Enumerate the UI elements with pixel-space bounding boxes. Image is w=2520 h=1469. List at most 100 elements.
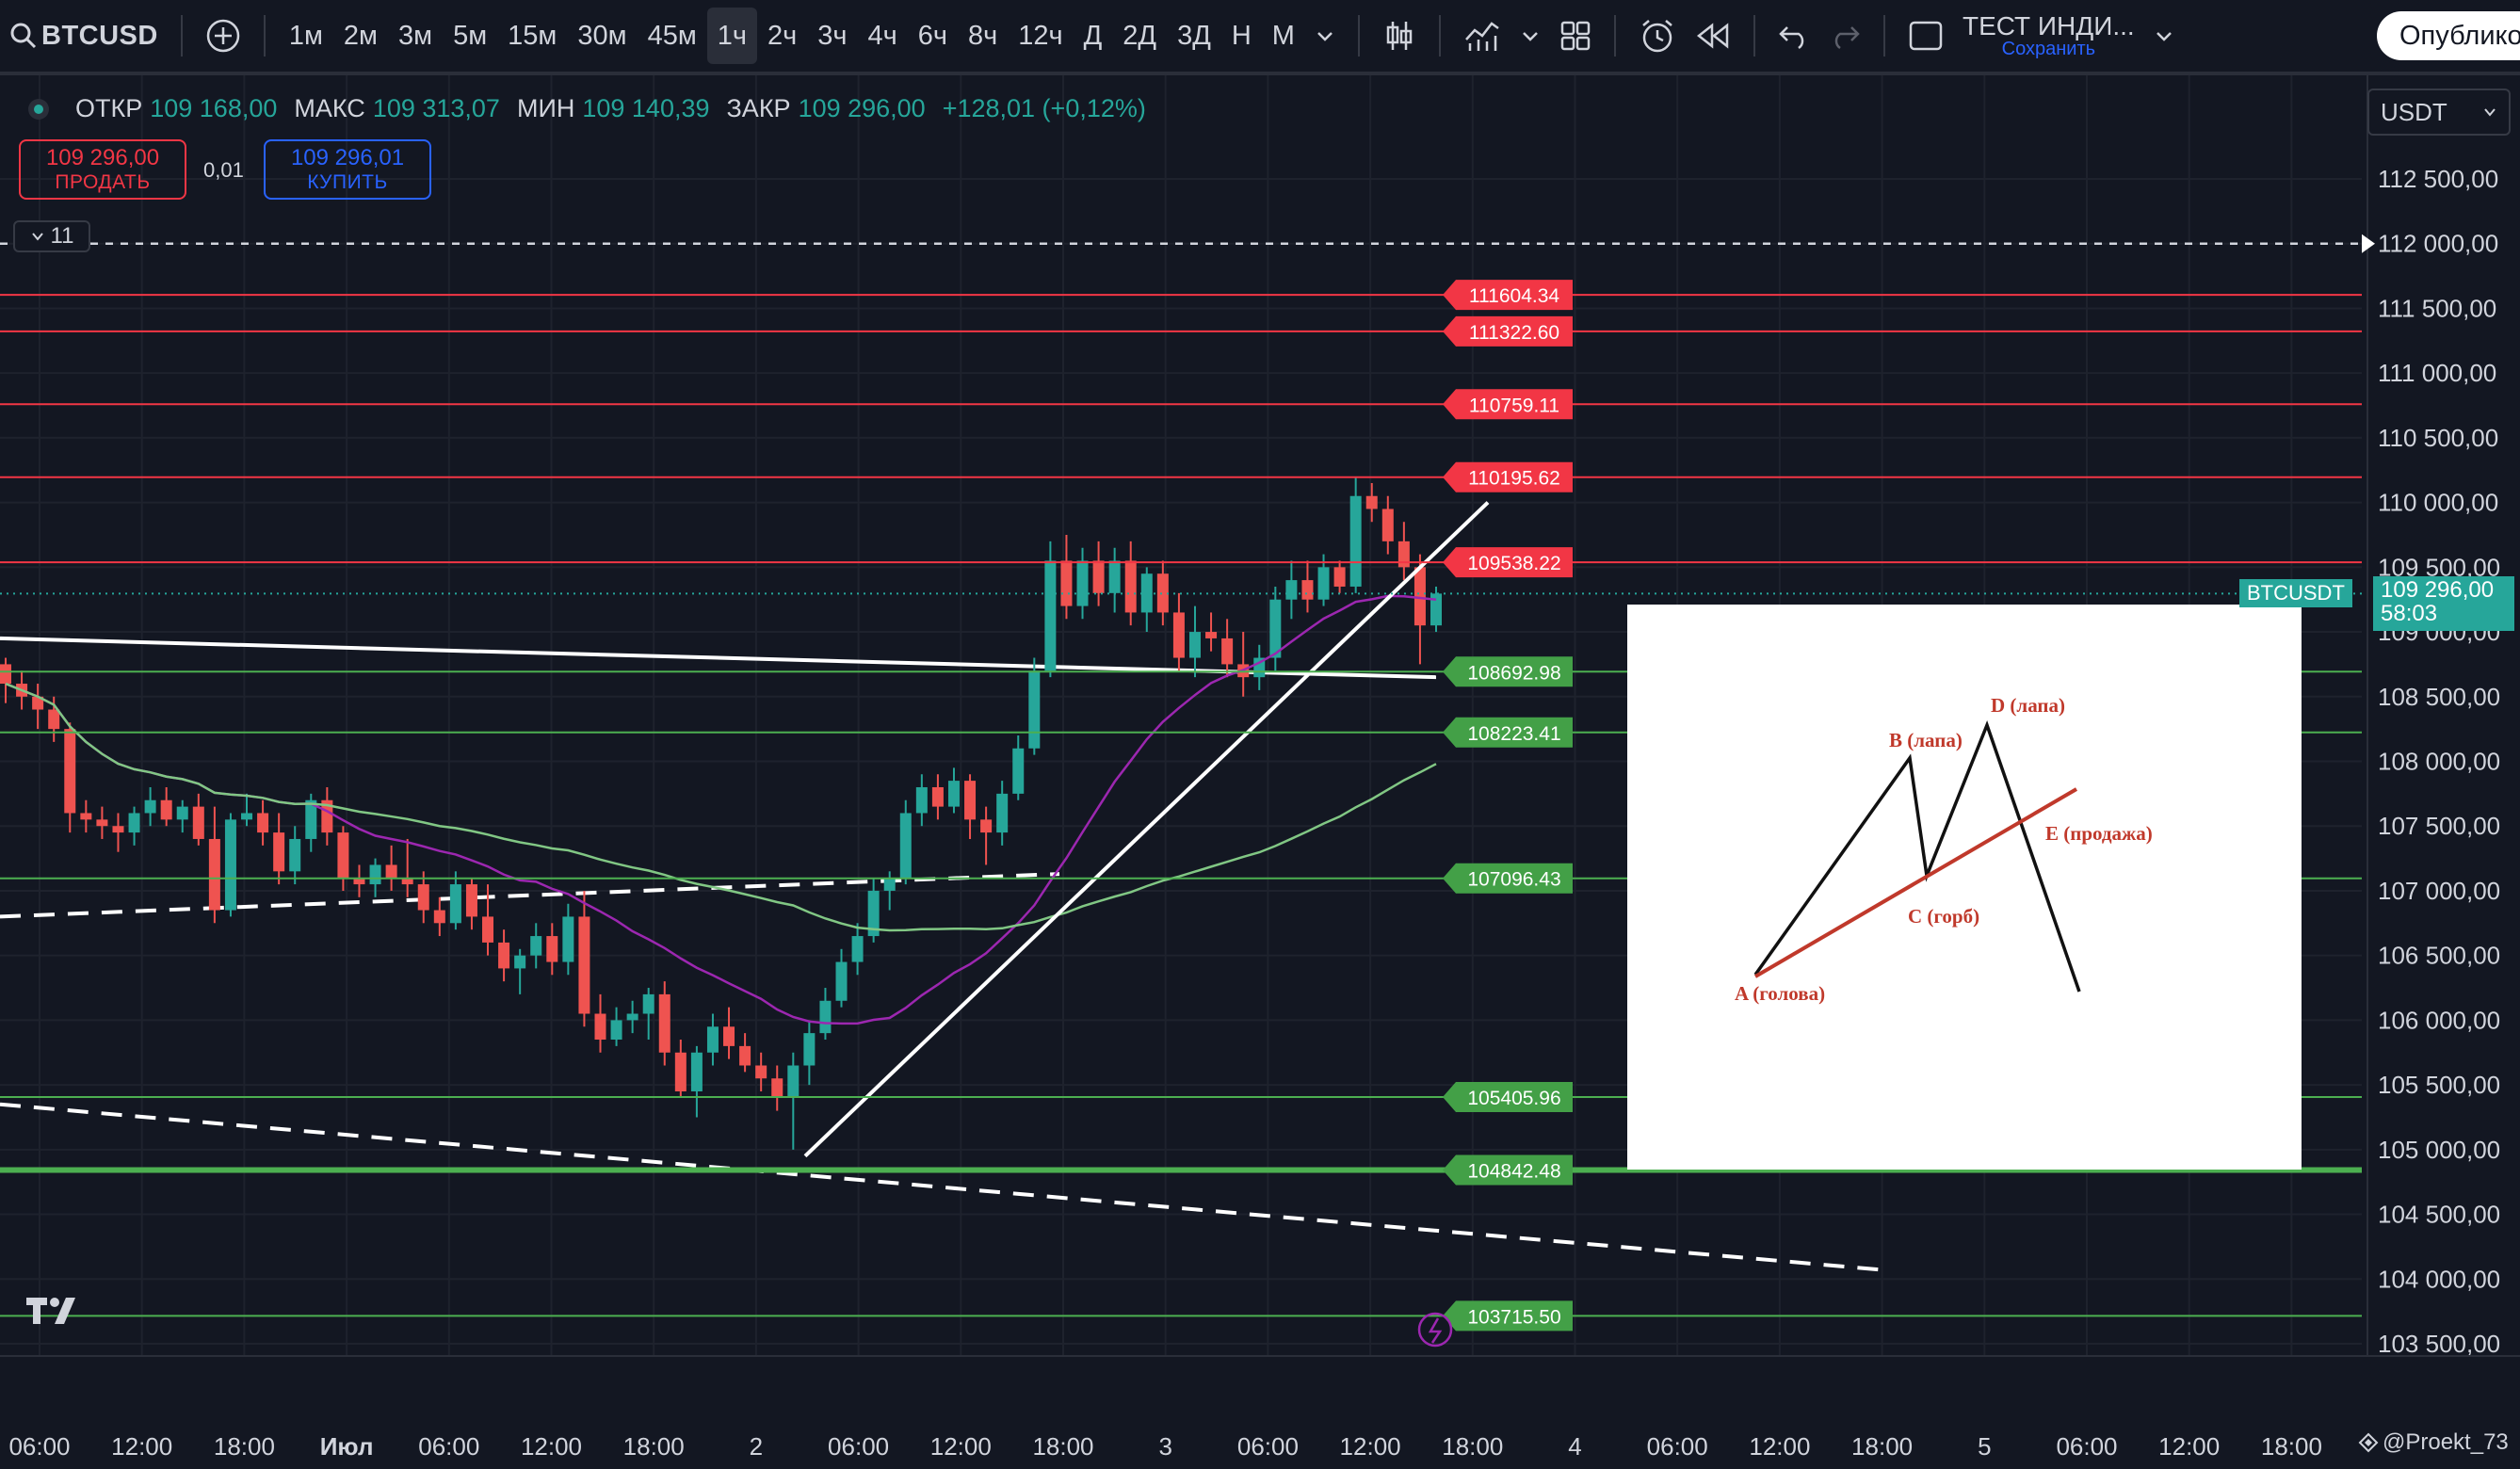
divider: [1438, 15, 1441, 56]
publish-button[interactable]: Опублико: [2377, 11, 2520, 60]
timeframe-13[interactable]: 12ч: [1018, 20, 1063, 51]
timeframe-8[interactable]: 2ч: [767, 20, 798, 51]
moving-average-slow: [5, 682, 1437, 932]
level-price-label: 110195.62: [1443, 461, 1573, 492]
template-menu-button[interactable]: [2144, 8, 2184, 64]
timeframe-more-button[interactable]: [1305, 8, 1345, 64]
level-label-text: 104842.48: [1467, 1160, 1560, 1182]
timeframe-12[interactable]: 8ч: [968, 20, 998, 51]
candle-body: [1349, 495, 1362, 587]
timeframe-16[interactable]: 3Д: [1177, 20, 1211, 51]
candle-body: [996, 793, 1009, 833]
symbol-search[interactable]: BTCUSD: [0, 8, 168, 64]
candle-body: [1301, 580, 1314, 600]
timeframe-11[interactable]: 6ч: [917, 20, 948, 51]
save-template-link[interactable]: Сохранить: [2001, 39, 2096, 60]
price-chart[interactable]: 112 500,00 112 000,00 111 500,00 111 000,00…: [0, 75, 2520, 1469]
level-price-label: 108223.41: [1443, 717, 1573, 748]
alert-button[interactable]: [1629, 8, 1686, 64]
compare-symbol-button[interactable]: [196, 8, 250, 64]
search-icon: [10, 23, 37, 49]
candle-body: [144, 799, 156, 814]
rewind-icon: [1696, 23, 1729, 49]
level-label-text: 110759.11: [1469, 395, 1559, 416]
x-tick-label: 12:00: [2158, 1432, 2220, 1461]
level-label-bg: [1443, 717, 1573, 748]
candle-body: [739, 1045, 751, 1066]
candle-body: [433, 910, 445, 924]
timeframe-10[interactable]: 4ч: [867, 20, 897, 51]
timeframe-3[interactable]: 5м: [453, 20, 488, 51]
layout-button[interactable]: [1550, 8, 1601, 64]
timeframe-7[interactable]: 1ч: [706, 8, 758, 64]
level-label-bg: [1443, 1154, 1573, 1186]
candle-body: [819, 1000, 832, 1034]
level-label-bg: [1443, 863, 1573, 894]
divider: [180, 15, 183, 56]
level-arrow-icon: [2362, 234, 2375, 253]
timeframe-9[interactable]: 3ч: [817, 20, 848, 51]
grid-layout-icon: [1560, 21, 1591, 51]
candle-body: [658, 993, 670, 1053]
y-tick-label: 112 500,00: [2378, 165, 2498, 193]
level-label-bg: [1443, 1300, 1573, 1332]
timeframe-1[interactable]: 2м: [343, 20, 378, 51]
undo-button[interactable]: [1769, 8, 1819, 64]
trendline-dashed-mid: [0, 872, 1060, 919]
buy-price: 109 296,01: [290, 144, 405, 170]
timeframe-6[interactable]: 45м: [647, 20, 697, 51]
sell-button[interactable]: 109 296,00 ПРОДАТЬ: [19, 139, 186, 200]
replay-button[interactable]: [1686, 8, 1740, 64]
ohlc-legend: ОТКР 109 168,00 МАКС 109 313,07 МИН 109 …: [28, 94, 1155, 123]
currency-value: USDT: [2381, 97, 2447, 126]
x-tick-label: 18:00: [214, 1432, 275, 1461]
indicators-collapse-button[interactable]: 11: [13, 220, 90, 252]
timeframe-2[interactable]: 3м: [398, 20, 433, 51]
plus-circle-icon: [206, 19, 240, 53]
timeframe-0[interactable]: 1м: [288, 20, 323, 51]
level-label-bg: [1443, 1082, 1573, 1113]
candle-body: [546, 936, 558, 962]
candle-body: [80, 813, 92, 820]
level-price-label: 103715.50: [1443, 1300, 1573, 1332]
candle-body: [674, 1052, 687, 1091]
timeframe-18[interactable]: М: [1271, 20, 1295, 51]
candle-body: [1317, 567, 1330, 600]
close-label: ЗАКР: [726, 94, 791, 122]
candle-body: [0, 664, 11, 685]
level-label-text: 108223.41: [1467, 723, 1560, 745]
candle-body: [964, 781, 977, 820]
timeframe-14[interactable]: Д: [1083, 20, 1103, 51]
fullscreen-button[interactable]: [1898, 8, 1953, 64]
candle-body: [1140, 573, 1153, 613]
level-label-text: 111322.60: [1469, 322, 1559, 344]
candle-body: [32, 696, 44, 710]
candle-body: [642, 993, 654, 1014]
candle-body: [562, 916, 574, 962]
timeframe-17[interactable]: Н: [1231, 20, 1252, 51]
template-name: ТЕСТ ИНДИ...: [1962, 10, 2135, 40]
level-label-text: 109538.22: [1467, 553, 1560, 574]
template-selector[interactable]: ТЕСТ ИНДИ... Сохранить: [1953, 8, 2144, 64]
chart-type-button[interactable]: [1373, 8, 1426, 64]
chevron-down-icon: [2484, 108, 2496, 117]
sell-price: 109 296,00: [45, 144, 160, 170]
y-tick-label: 103 500,00: [2378, 1330, 2500, 1358]
timeframe-4[interactable]: 15м: [508, 20, 557, 51]
level-label-bg: [1443, 547, 1573, 578]
candle-body: [1365, 495, 1378, 509]
buy-button[interactable]: 109 296,01 КУПИТЬ: [264, 139, 431, 200]
candle-body: [851, 936, 864, 962]
indicators-menu-button[interactable]: [1510, 8, 1550, 64]
indicators-count: 11: [50, 223, 74, 249]
currency-select[interactable]: USDT: [2367, 89, 2511, 136]
indicators-button[interactable]: [1454, 8, 1510, 64]
x-tick-label: Июл: [320, 1432, 374, 1461]
candle-body: [803, 1033, 816, 1066]
event-lightning-icon: [1417, 1312, 1453, 1348]
pattern-label: D (лапа): [1991, 694, 2065, 717]
timeframe-5[interactable]: 30м: [577, 20, 627, 51]
x-tick-label: 06:00: [2056, 1432, 2117, 1461]
timeframe-15[interactable]: 2Д: [1123, 20, 1157, 51]
redo-button[interactable]: [1819, 8, 1870, 64]
